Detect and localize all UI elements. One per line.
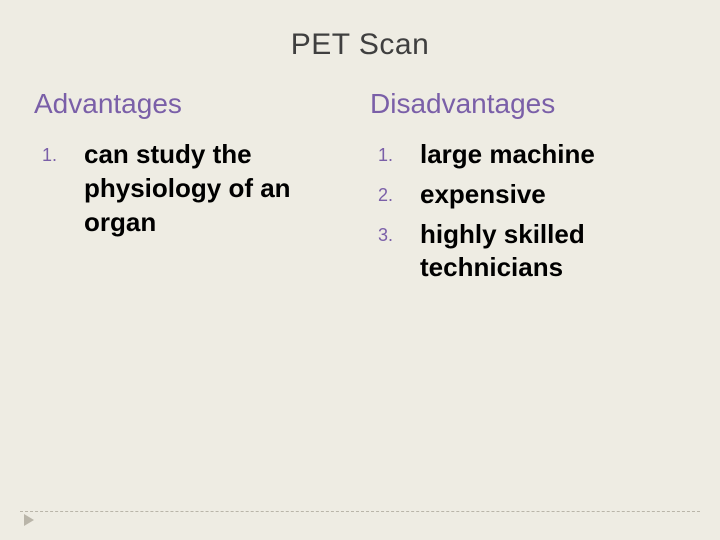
advantages-list: can study the physiology of an organ xyxy=(34,138,350,239)
disadvantages-column: Disadvantages large machine expensive hi… xyxy=(370,88,686,291)
slide: PET Scan Advantages can study the physio… xyxy=(0,0,720,540)
advantages-column: Advantages can study the physiology of a… xyxy=(34,88,350,291)
disadvantages-list: large machine expensive highly skilled t… xyxy=(370,138,686,285)
advantages-heading: Advantages xyxy=(34,88,350,120)
list-item: highly skilled technicians xyxy=(378,218,686,286)
footer-arrow-icon xyxy=(24,514,34,526)
list-item: expensive xyxy=(378,178,686,212)
columns-container: Advantages can study the physiology of a… xyxy=(34,88,686,291)
list-item: large machine xyxy=(378,138,686,172)
slide-title: PET Scan xyxy=(34,28,686,62)
disadvantages-heading: Disadvantages xyxy=(370,88,686,120)
footer-divider xyxy=(20,511,700,512)
list-item: can study the physiology of an organ xyxy=(42,138,350,239)
